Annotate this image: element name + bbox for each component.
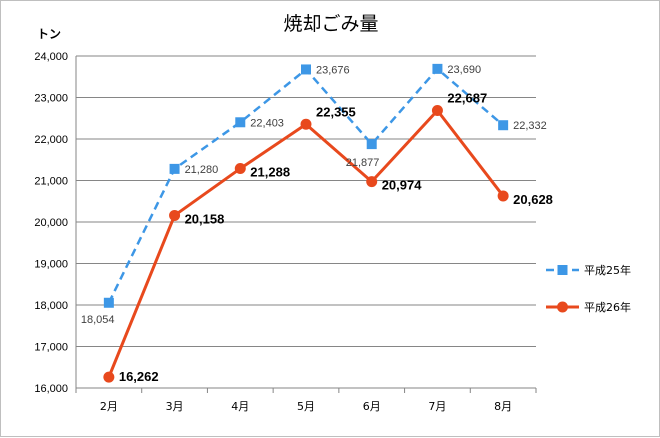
- x-tick-label: 5月: [297, 400, 315, 413]
- x-tick-label: 2月: [100, 400, 118, 413]
- axes: 16,000 17,000 18,000 19,000 20,000 21,000 22,0…: [34, 51, 537, 413]
- y-tick-label: 22,000: [34, 134, 68, 146]
- y-tick-label: 23,000: [34, 93, 68, 105]
- x-tick-label: 4月: [231, 400, 249, 413]
- series-line: [107, 108, 505, 378]
- data-label: 20,158: [185, 211, 225, 226]
- data-point: [234, 163, 246, 175]
- data-label: 22,687: [447, 90, 487, 105]
- y-tick-label: 17,000: [34, 342, 68, 354]
- data-label: 21,280: [185, 164, 219, 176]
- data-point: [366, 176, 378, 188]
- data-point: [169, 163, 180, 174]
- data-label: 16,262: [119, 369, 159, 384]
- data-point: [432, 63, 443, 74]
- y-tick-label: 20,000: [34, 217, 68, 229]
- x-tick-label: 8月: [494, 400, 512, 413]
- data-label: 18,054: [81, 314, 115, 326]
- x-tick-label: 6月: [363, 400, 381, 413]
- legend-marker: [557, 301, 568, 313]
- data-label: 21,877: [346, 157, 380, 169]
- data-point: [103, 297, 114, 308]
- data-label: 20,974: [382, 178, 423, 193]
- chart-title: 焼却ごみ量: [283, 13, 378, 35]
- series-lines: [103, 63, 509, 383]
- data-labels: 18,054 21,280 22,403 23,676 21,877 23,690 22,3…: [81, 64, 553, 384]
- y-axis-unit-label: トン: [37, 27, 61, 41]
- data-point: [300, 118, 312, 130]
- data-point: [169, 209, 181, 221]
- data-label: 23,676: [316, 64, 350, 76]
- y-tick-label: 21,000: [34, 176, 68, 188]
- series-line: [107, 67, 504, 304]
- legend-entry: 平成26年: [584, 300, 631, 314]
- data-point: [235, 117, 246, 128]
- x-tick-label: 3月: [166, 400, 184, 413]
- data-label: 23,690: [447, 64, 481, 76]
- data-label: 21,288: [250, 165, 290, 180]
- legend-marker: [557, 265, 568, 275]
- gridlines: [76, 55, 536, 347]
- data-label: 22,355: [316, 104, 356, 119]
- data-point: [497, 190, 509, 202]
- data-point: [366, 139, 377, 150]
- data-point: [498, 120, 509, 131]
- y-tick-label: 24,000: [34, 51, 68, 63]
- legend-entry: 平成25年: [584, 263, 631, 277]
- data-label: 20,628: [513, 192, 553, 207]
- y-tick-label: 16,000: [34, 383, 68, 395]
- data-point: [103, 371, 115, 383]
- data-label: 22,403: [250, 117, 284, 129]
- y-tick-label: 19,000: [34, 259, 68, 271]
- data-point: [431, 104, 443, 116]
- data-point: [301, 64, 311, 75]
- data-label: 22,332: [513, 120, 547, 132]
- x-tick-label: 7月: [428, 400, 446, 413]
- y-tick-label: 18,000: [34, 300, 68, 312]
